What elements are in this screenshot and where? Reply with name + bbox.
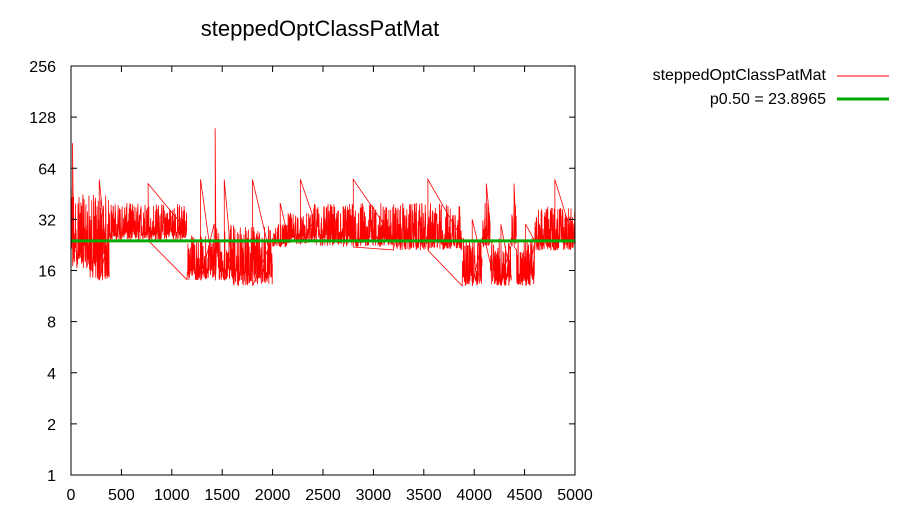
legend-label-series: steppedOptClassPatMat xyxy=(653,67,827,84)
ticks-layer: 0 500 1000 1500 2000 2500 3000 3500 4000 4500 5000… xyxy=(29,59,593,504)
legend-label-median: p0.50 = 23.8965 xyxy=(710,91,826,108)
x-tick-label: 2500 xyxy=(305,487,341,504)
series-line-steppedOptClassPatMat xyxy=(70,128,576,287)
x-tick-label: 0 xyxy=(67,487,76,504)
y-tick-label: 32 xyxy=(38,212,56,229)
x-tick-label: 5000 xyxy=(557,487,593,504)
x-tick-label: 4500 xyxy=(507,487,543,504)
y-tick-label: 256 xyxy=(29,59,56,76)
x-tick-label: 4000 xyxy=(456,487,492,504)
y-tick-label: 128 xyxy=(29,110,56,127)
y-tick-label: 64 xyxy=(38,161,56,178)
y-tick-label: 2 xyxy=(47,417,56,434)
chart-title: steppedOptClassPatMat xyxy=(201,16,439,41)
data-layer xyxy=(70,128,576,287)
x-tick-label: 1000 xyxy=(154,487,190,504)
x-tick-label: 1500 xyxy=(204,487,240,504)
legend: steppedOptClassPatMat p0.50 = 23.8965 xyxy=(653,67,889,108)
x-tick-label: 3500 xyxy=(406,487,442,504)
y-tick-label: 8 xyxy=(47,315,56,332)
y-tick-label: 16 xyxy=(38,264,56,281)
y-tick-label: 4 xyxy=(47,366,56,383)
x-tick-label: 2000 xyxy=(255,487,291,504)
x-tick-label: 500 xyxy=(108,487,135,504)
x-tick-label: 3000 xyxy=(356,487,392,504)
y-tick-label: 1 xyxy=(47,468,56,485)
